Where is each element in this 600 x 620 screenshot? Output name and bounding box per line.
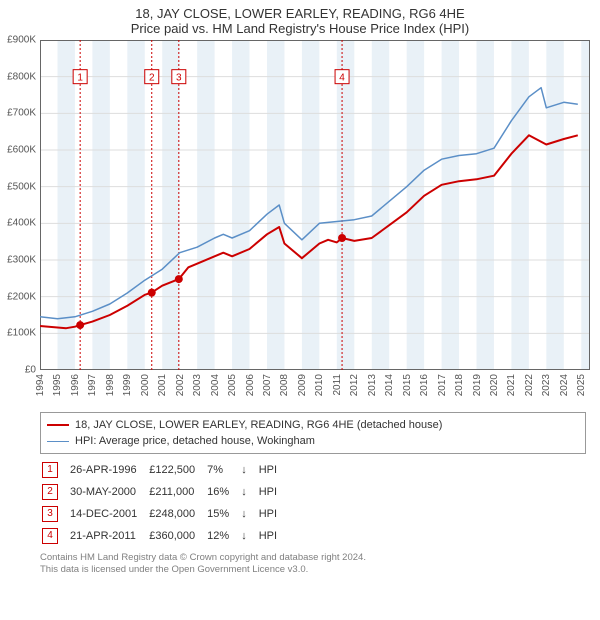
x-axis-label: 2001 xyxy=(157,374,168,396)
marker-cell: 1 xyxy=(42,460,68,480)
svg-text:3: 3 xyxy=(176,73,182,84)
price-cell: £360,000 xyxy=(149,526,205,546)
x-axis-label: 2003 xyxy=(192,374,203,396)
delta-cell: 16% xyxy=(207,482,239,502)
x-axis-label: 1996 xyxy=(70,374,81,396)
x-axis-label: 2016 xyxy=(419,374,430,396)
y-axis-label: £400K xyxy=(7,218,40,229)
x-axis-label: 2025 xyxy=(576,374,587,396)
marker-box: 1 xyxy=(42,462,58,478)
y-axis-label: £900K xyxy=(7,35,40,46)
legend-label: HPI: Average price, detached house, Woki… xyxy=(75,433,315,449)
y-axis-label: £700K xyxy=(7,108,40,119)
x-axis-label: 2019 xyxy=(472,374,483,396)
arrow-cell: ↓ xyxy=(241,460,257,480)
x-axis-label: 2024 xyxy=(559,374,570,396)
x-axis-label: 1995 xyxy=(52,374,63,396)
chart-subtitle: Price paid vs. HM Land Registry's House … xyxy=(0,21,600,40)
marker-box: 3 xyxy=(42,506,58,522)
legend-item: HPI: Average price, detached house, Woki… xyxy=(47,433,579,449)
attribution-line: Contains HM Land Registry data © Crown c… xyxy=(40,552,586,564)
x-axis-label: 1997 xyxy=(87,374,98,396)
x-axis-label: 2008 xyxy=(279,374,290,396)
x-axis-label: 2004 xyxy=(210,374,221,396)
x-axis-label: 2009 xyxy=(297,374,308,396)
arrow-cell: ↓ xyxy=(241,526,257,546)
y-axis-label: £200K xyxy=(7,291,40,302)
date-cell: 14-DEC-2001 xyxy=(70,504,147,524)
marker-cell: 2 xyxy=(42,482,68,502)
price-cell: £248,000 xyxy=(149,504,205,524)
x-axis-label: 2014 xyxy=(384,374,395,396)
date-cell: 26-APR-1996 xyxy=(70,460,147,480)
legend-label: 18, JAY CLOSE, LOWER EARLEY, READING, RG… xyxy=(75,417,442,433)
transactions-table: 126-APR-1996£122,5007%↓HPI230-MAY-2000£2… xyxy=(40,458,289,548)
svg-text:1: 1 xyxy=(77,73,83,84)
table-row: 3 14-DEC-2001£248,00015%↓HPI xyxy=(42,504,287,524)
x-axis-label: 2011 xyxy=(332,374,343,396)
line-chart: 1 2 3 4 xyxy=(40,40,590,370)
y-axis-label: £800K xyxy=(7,71,40,82)
price-cell: £211,000 xyxy=(149,482,205,502)
x-axis-label: 2000 xyxy=(140,374,151,396)
x-axis-label: 2015 xyxy=(402,374,413,396)
chart-area: 1234 £0£100K£200K£300K£400K£500K£600K£70… xyxy=(40,40,590,370)
vs-cell: HPI xyxy=(259,460,287,480)
x-axis-label: 2023 xyxy=(541,374,552,396)
arrow-cell: ↓ xyxy=(241,504,257,524)
x-axis-label: 1994 xyxy=(35,374,46,396)
x-axis-label: 2006 xyxy=(245,374,256,396)
x-axis-label: 2017 xyxy=(437,374,448,396)
attribution-line: This data is licensed under the Open Gov… xyxy=(40,564,586,576)
table-row: 4 21-APR-2011£360,00012%↓HPI xyxy=(42,526,287,546)
y-axis-label: £500K xyxy=(7,181,40,192)
x-axis-label: 2010 xyxy=(314,374,325,396)
svg-text:2: 2 xyxy=(149,73,155,84)
x-axis-label: 2013 xyxy=(367,374,378,396)
marker-cell: 3 xyxy=(42,504,68,524)
x-axis-label: 2002 xyxy=(175,374,186,396)
price-cell: £122,500 xyxy=(149,460,205,480)
delta-cell: 12% xyxy=(207,526,239,546)
x-axis-label: 1998 xyxy=(105,374,116,396)
legend-swatch xyxy=(47,424,69,426)
chart-title: 18, JAY CLOSE, LOWER EARLEY, READING, RG… xyxy=(0,0,600,21)
vs-cell: HPI xyxy=(259,526,287,546)
x-axis-label: 2020 xyxy=(489,374,500,396)
vs-cell: HPI xyxy=(259,482,287,502)
chart-legend: 18, JAY CLOSE, LOWER EARLEY, READING, RG… xyxy=(40,412,586,454)
x-axis-label: 1999 xyxy=(122,374,133,396)
vs-cell: HPI xyxy=(259,504,287,524)
marker-cell: 4 xyxy=(42,526,68,546)
table-row: 2 30-MAY-2000£211,00016%↓HPI xyxy=(42,482,287,502)
x-axis-label: 2018 xyxy=(454,374,465,396)
svg-text:4: 4 xyxy=(339,73,345,84)
marker-box: 4 xyxy=(42,528,58,544)
x-axis-label: 2021 xyxy=(506,374,517,396)
x-axis-label: 2022 xyxy=(524,374,535,396)
date-cell: 30-MAY-2000 xyxy=(70,482,147,502)
y-axis-label: £600K xyxy=(7,145,40,156)
date-cell: 21-APR-2011 xyxy=(70,526,147,546)
attribution-text: Contains HM Land Registry data © Crown c… xyxy=(40,552,586,577)
delta-cell: 15% xyxy=(207,504,239,524)
x-axis-label: 2007 xyxy=(262,374,273,396)
y-axis-label: £100K xyxy=(7,328,40,339)
delta-cell: 7% xyxy=(207,460,239,480)
y-axis-label: £300K xyxy=(7,255,40,266)
x-axis-label: 2012 xyxy=(349,374,360,396)
x-axis-label: 2005 xyxy=(227,374,238,396)
arrow-cell: ↓ xyxy=(241,482,257,502)
legend-item: 18, JAY CLOSE, LOWER EARLEY, READING, RG… xyxy=(47,417,579,433)
legend-swatch xyxy=(47,441,69,442)
marker-box: 2 xyxy=(42,484,58,500)
table-row: 1 26-APR-1996£122,5007%↓HPI xyxy=(42,460,287,480)
